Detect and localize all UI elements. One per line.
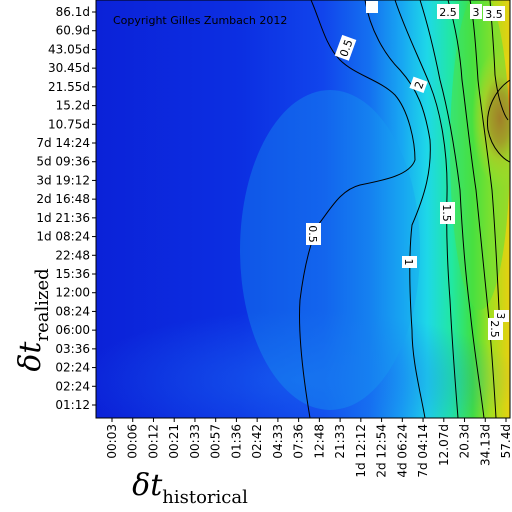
- contour-label: 1: [402, 259, 415, 266]
- contour-1-5: [394, 0, 459, 418]
- x-tick-label: 7d 04:14: [416, 424, 430, 478]
- y-tick-label: 1d 21:36: [36, 211, 90, 225]
- heatmap-plot-area: 0.5 0.5 1 1.5 2 2.5: [96, 0, 510, 418]
- contour-label-box: 1: [402, 256, 417, 268]
- x-axis-title-symbol: δt: [132, 468, 163, 503]
- svg-text:δthistorical: δthistorical: [132, 468, 248, 508]
- y-tick-label: 21.55d: [48, 80, 90, 94]
- contour-2-5: [447, 0, 497, 418]
- y-tick-label: 2d 16:48: [36, 192, 90, 206]
- x-tick-label: 21:33: [333, 424, 347, 459]
- contour-label: 2.5: [439, 6, 457, 19]
- x-tick-label: 00:33: [188, 424, 202, 459]
- y-tick-label: 01:12: [55, 398, 90, 412]
- x-axis-title: δthistorical: [132, 468, 248, 508]
- x-tick-label: 12.07d: [437, 424, 451, 466]
- y-tick-label: 30.45d: [48, 61, 90, 75]
- y-tick-label: 08:24: [55, 304, 90, 318]
- x-tick-label: 1d 12:12: [354, 424, 368, 478]
- y-tick-label: 3d 19:12: [36, 173, 90, 187]
- y-tick-label: 02:24: [55, 361, 90, 375]
- x-axis: 00:03 00:06 00:12 00:21 00:33 00:57 01:36 02:42…: [105, 418, 512, 478]
- y-tick-label: 15:36: [55, 267, 90, 281]
- contour-2: [419, 0, 485, 418]
- svg-text:δtrealized: δtrealized: [13, 268, 53, 371]
- x-tick-label: 00:21: [167, 424, 181, 459]
- y-axis-title-subscript: realized: [32, 268, 53, 341]
- contour-label-box: 3.5: [483, 6, 505, 21]
- y-tick-label: 5d 09:36: [36, 155, 90, 169]
- x-tick-label: 34.13d: [478, 424, 492, 466]
- x-tick-label: 20.3d: [458, 424, 472, 458]
- contour-label: 3.5: [485, 8, 503, 21]
- x-tick-label: 07:36: [292, 424, 306, 459]
- y-tick-label: 86.1d: [56, 5, 90, 19]
- y-tick-label: 15.2d: [56, 99, 90, 113]
- y-tick-label: 60.9d: [56, 24, 90, 38]
- y-tick-label: 1d 08:24: [36, 230, 90, 244]
- contour-label-box: 3: [470, 4, 482, 19]
- contour-label: 2.5: [488, 320, 501, 338]
- contour-label-box: 2: [409, 76, 428, 94]
- contour-label-box: 2.5: [488, 318, 503, 340]
- contour-labels: 0.5 0.5 1 1.5 2 2.5: [306, 1, 509, 340]
- y-tick-label: 12:00: [55, 286, 90, 300]
- x-tick-label: 01:36: [229, 424, 243, 459]
- y-tick-label: 22:48: [55, 248, 90, 262]
- x-tick-label: 4d 06:24: [395, 424, 409, 478]
- x-tick-label: 2d 12:54: [375, 424, 389, 478]
- contour-3: [469, 0, 501, 331]
- contour-label-box: 2.5: [437, 4, 459, 19]
- y-tick-label: 03:36: [55, 342, 90, 356]
- contour-label: 3: [473, 6, 480, 19]
- y-axis-title: δtrealized: [13, 268, 53, 371]
- contour-hot-core: [486, 79, 510, 163]
- heatmap-bottom-band: [96, 310, 510, 418]
- contour-label: 0.5: [337, 38, 355, 59]
- contour-lines: [298, 0, 510, 418]
- x-tick-label: 04:33: [271, 424, 285, 459]
- x-tick-label: 00:57: [209, 424, 223, 459]
- contour-label: 3: [494, 313, 507, 320]
- contour-label: 0.5: [306, 225, 319, 243]
- contour-label: 2: [412, 80, 427, 91]
- contour-label-box: 0.5: [306, 223, 321, 245]
- y-axis: 86.1d 60.9d 43.05d 30.45d 21.55d 15.2d 10.75d 7…: [36, 5, 96, 412]
- copyright-annotation: Copyright Gilles Zumbach 2012: [113, 14, 287, 27]
- contour-label: 1.5: [440, 204, 453, 222]
- contour-label-box: [366, 1, 378, 13]
- x-axis-title-subscript: historical: [162, 487, 248, 508]
- x-tick-label: 00:06: [126, 424, 140, 459]
- heatmap-mid-band: [240, 90, 420, 410]
- y-tick-label: 10.75d: [48, 117, 90, 131]
- contour-0-5: [298, 0, 416, 418]
- y-tick-label: 7d 14:24: [36, 136, 90, 150]
- x-tick-label: 57.4d: [499, 424, 512, 458]
- contour-label-box: 0.5: [334, 34, 357, 61]
- y-tick-label: 02:24: [55, 379, 90, 393]
- x-tick-label: 02:42: [250, 424, 264, 459]
- x-tick-label: 00:12: [146, 424, 160, 459]
- contour-label-box: 1.5: [440, 202, 455, 224]
- x-tick-label: 00:03: [105, 424, 119, 459]
- y-axis-title-symbol: δt: [13, 341, 48, 372]
- y-tick-label: 06:00: [55, 323, 90, 337]
- plot-frame: [95, 0, 511, 419]
- x-tick-label: 12:48: [312, 424, 326, 459]
- contour-1: [364, 0, 431, 418]
- y-tick-label: 43.05d: [48, 42, 90, 56]
